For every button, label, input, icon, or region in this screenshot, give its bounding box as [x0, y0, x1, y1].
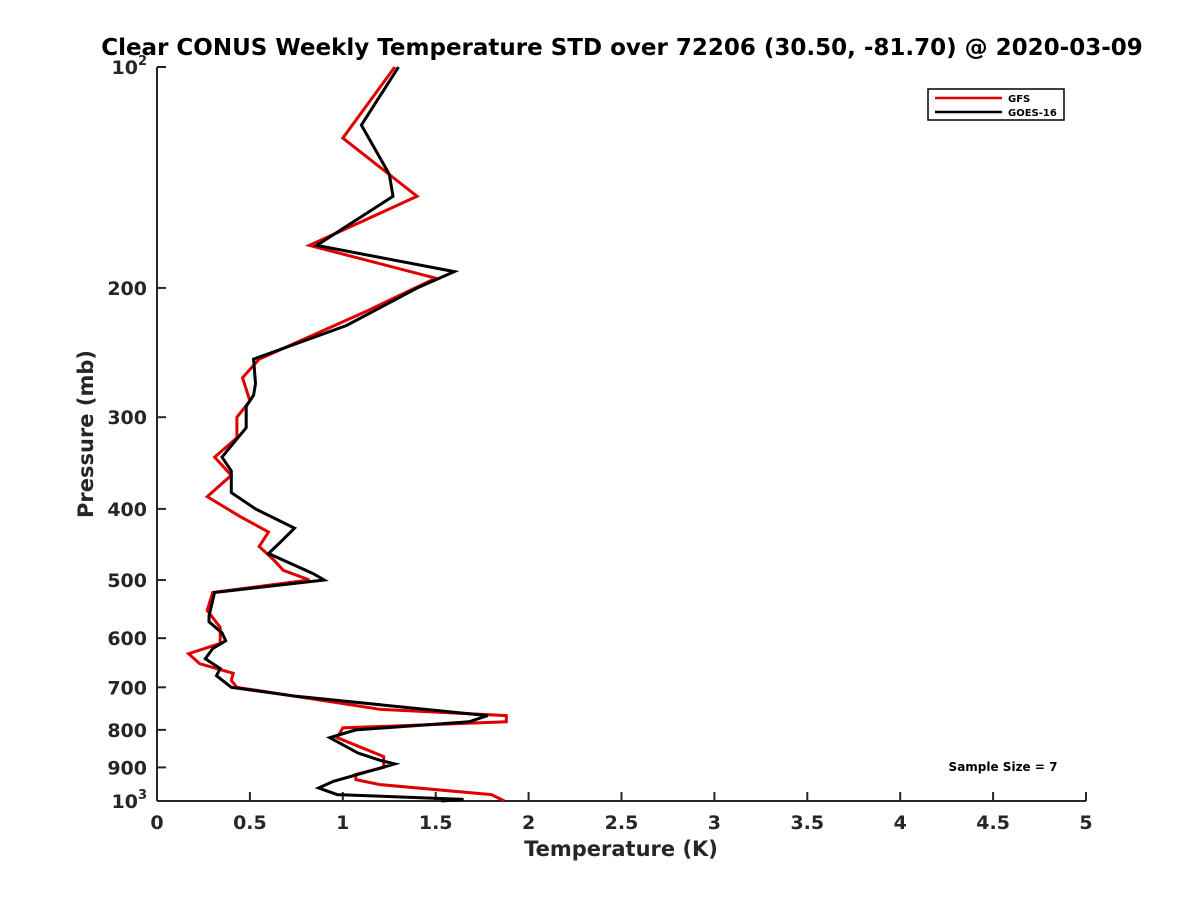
x-tick-label: 0 [150, 812, 163, 834]
legend: GFS GOES-16 [927, 88, 1065, 121]
y-axis-label: Pressure (mb) [74, 350, 98, 518]
series-lines [185, 66, 508, 803]
series-line-goes-16 [203, 66, 489, 803]
y-tick-base: 200 [107, 278, 147, 300]
legend-box [927, 88, 1065, 121]
y-tick-label: 700 [107, 677, 147, 699]
y-tick-label: 103 [112, 788, 148, 813]
y-tick-label: 800 [107, 720, 147, 742]
y-tick-label: 102 [112, 54, 148, 79]
x-tick-label: 1.5 [419, 812, 453, 834]
legend-label: GFS [1008, 94, 1030, 105]
y-tick-base: 700 [107, 677, 147, 699]
x-tick-label: 3.5 [790, 812, 824, 834]
x-tick-label: 0.5 [233, 812, 267, 834]
sample-size-annotation: Sample Size = 7 [949, 760, 1058, 774]
y-tick-label: 600 [107, 628, 147, 650]
y-tick-label: 400 [107, 499, 147, 521]
y-tick-label: 300 [107, 407, 147, 429]
y-tick-label: 500 [107, 570, 147, 592]
x-tick-label: 4.5 [976, 812, 1010, 834]
x-tick-label: 3 [708, 812, 721, 834]
y-tick-base: 10 [112, 57, 138, 79]
chart-title: Clear CONUS Weekly Temperature STD over … [101, 35, 1143, 61]
y-tick-base: 900 [107, 757, 147, 779]
y-tick-exponent: 2 [138, 54, 147, 69]
x-tick-label: 2.5 [605, 812, 639, 834]
y-tick-base: 400 [107, 499, 147, 521]
x-tick-label: 1 [336, 812, 349, 834]
x-tick-label: 4 [894, 812, 907, 834]
series-line-gfs [185, 66, 508, 803]
x-tick-label: 5 [1079, 812, 1092, 834]
x-tick-label: 2 [522, 812, 535, 834]
y-tick-base: 300 [107, 407, 147, 429]
y-tick-label: 900 [107, 757, 147, 779]
y-tick-base: 500 [107, 570, 147, 592]
plot-area: 0 0.5 1 1.5 2 2.5 3 3.5 4 4.5 5 102200300400500600… [107, 54, 1092, 834]
x-axis-label: Temperature (K) [524, 837, 718, 861]
y-tick-base: 10 [112, 791, 138, 813]
legend-label: GOES-16 [1008, 108, 1057, 119]
y-tick-base: 800 [107, 720, 147, 742]
y-tick-exponent: 3 [138, 788, 147, 803]
y-tick-base: 600 [107, 628, 147, 650]
y-tick-label: 200 [107, 278, 147, 300]
x-ticks: 0 0.5 1 1.5 2 2.5 3 3.5 4 4.5 5 [150, 792, 1093, 834]
